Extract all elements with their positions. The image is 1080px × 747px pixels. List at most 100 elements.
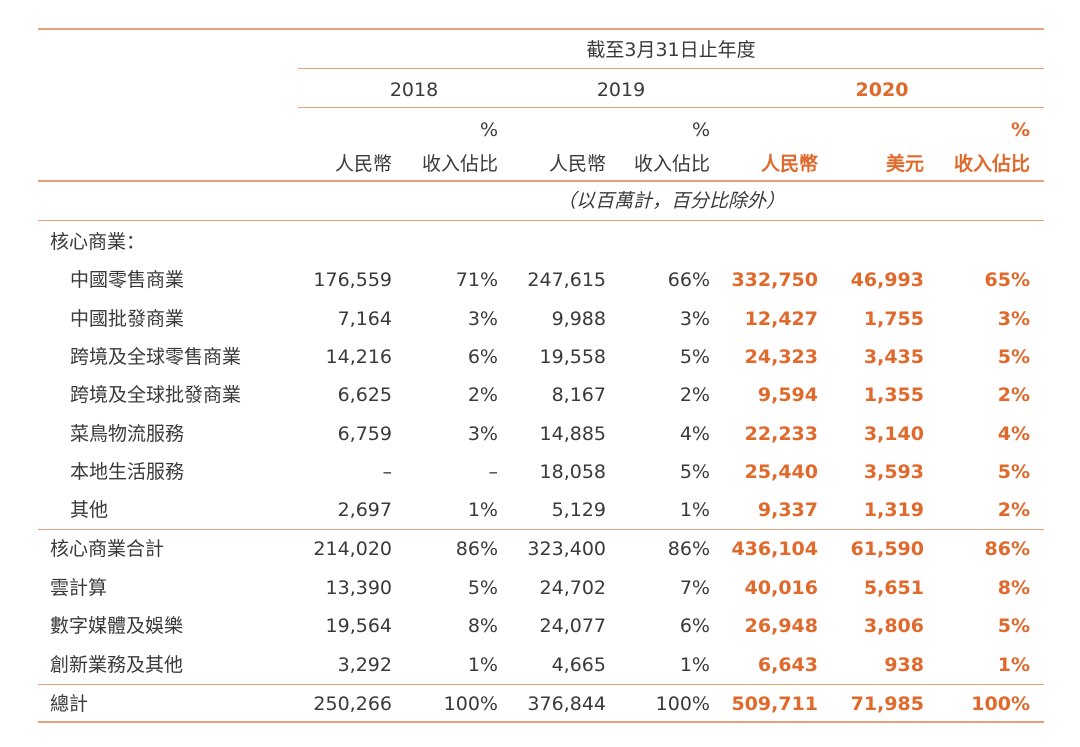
- cell-rmb-2020: 6,643: [757, 654, 818, 676]
- cell-usd-2020: 5,651: [863, 577, 924, 599]
- col-pct-2018: 收入佔比: [421, 153, 498, 175]
- cell-pct-2019: 1%: [679, 499, 710, 521]
- cell-pct-2019: 7%: [679, 577, 710, 599]
- cell-usd-2020: 3,806: [863, 615, 924, 637]
- rule-core-total: [38, 529, 1044, 530]
- col-pct-2020: 收入佔比: [953, 153, 1030, 175]
- cell-pct-2020: 2%: [997, 499, 1030, 521]
- cell-pct-2020: 2%: [997, 384, 1030, 406]
- row-label: 其他: [70, 499, 109, 521]
- row-label: 本地生活服務: [70, 461, 185, 483]
- cell-rmb-2018: –: [382, 461, 393, 483]
- year-2020: 2020: [855, 79, 909, 101]
- cell-rmb-2019: 9,988: [551, 308, 606, 330]
- cell-rmb-2019: 4,665: [551, 654, 606, 676]
- cell-usd-2020: 3,140: [863, 423, 924, 445]
- rule-top: [38, 28, 1044, 30]
- cell-pct-2018: 71%: [455, 269, 498, 291]
- cell-pct-2020: 4%: [997, 423, 1030, 445]
- cell-pct-2019: 2%: [679, 384, 710, 406]
- cell-usd-2020: 71,985: [850, 693, 924, 715]
- cell-pct-2020: 8%: [997, 577, 1030, 599]
- cell-pct-2019: 100%: [655, 693, 710, 715]
- cell-rmb-2020: 9,594: [757, 384, 818, 406]
- cell-pct-2019: 1%: [679, 654, 710, 676]
- cell-rmb-2018: 6,759: [337, 423, 392, 445]
- cell-usd-2020: 1,355: [863, 384, 924, 406]
- row-label: 總計: [50, 693, 89, 715]
- cell-rmb-2018: 19,564: [325, 615, 392, 637]
- cell-pct-2018: 3%: [467, 308, 498, 330]
- rule-grand-total: [38, 684, 1044, 685]
- cell-pct-2019: 3%: [679, 308, 710, 330]
- row-label: 核心商業合計: [50, 538, 165, 560]
- cell-rmb-2020: 9,337: [757, 499, 818, 521]
- cell-rmb-2019: 18,058: [539, 461, 606, 483]
- rule-bottom: [38, 721, 1044, 723]
- cell-pct-2018: 6%: [467, 346, 498, 368]
- cell-pct-2019: 66%: [667, 269, 710, 291]
- cell-rmb-2020: 24,323: [744, 346, 818, 368]
- row-label: 中國零售商業: [70, 269, 185, 291]
- year-2019: 2019: [596, 79, 646, 101]
- cell-pct-2020: 100%: [971, 693, 1030, 715]
- cell-rmb-2018: 3,292: [337, 654, 392, 676]
- row-label: 中國批發商業: [70, 308, 185, 330]
- cell-pct-2020: 5%: [997, 461, 1030, 483]
- cell-rmb-2018: 14,216: [325, 346, 392, 368]
- cell-rmb-2019: 24,077: [539, 615, 606, 637]
- cell-rmb-2019: 323,400: [527, 538, 606, 560]
- rule-header-bottom: [38, 180, 1044, 182]
- cell-pct-2020: 1%: [997, 654, 1030, 676]
- cell-pct-2019: 86%: [667, 538, 710, 560]
- cell-rmb-2019: 5,129: [551, 499, 606, 521]
- rule-unit: [38, 220, 1044, 221]
- cell-pct-2018: 100%: [443, 693, 498, 715]
- cell-rmb-2020: 436,104: [731, 538, 818, 560]
- cell-pct-2018: –: [488, 461, 499, 483]
- cell-rmb-2019: 8,167: [551, 384, 606, 406]
- col-rmb-2019: 人民幣: [548, 153, 606, 175]
- cell-rmb-2018: 13,390: [325, 577, 392, 599]
- cell-pct-2018: 8%: [467, 615, 498, 637]
- cell-rmb-2019: 14,885: [539, 423, 606, 445]
- cell-rmb-2019: 376,844: [527, 693, 606, 715]
- row-label: 雲計算: [50, 577, 108, 599]
- cell-pct-2019: 6%: [679, 615, 710, 637]
- rule-years: [298, 107, 1044, 108]
- cell-pct-2018: 5%: [467, 577, 498, 599]
- cell-rmb-2018: 250,266: [313, 693, 392, 715]
- pct-mark-2020: %: [1010, 119, 1030, 141]
- cell-pct-2020: 65%: [984, 269, 1030, 291]
- cell-pct-2020: 5%: [997, 346, 1030, 368]
- year-2018: 2018: [389, 79, 439, 101]
- cell-usd-2020: 61,590: [850, 538, 924, 560]
- cell-rmb-2019: 19,558: [539, 346, 606, 368]
- cell-rmb-2018: 7,164: [337, 308, 392, 330]
- cell-pct-2018: 1%: [467, 499, 498, 521]
- cell-pct-2020: 86%: [984, 538, 1030, 560]
- unit-note: （以百萬計，百分比除外）: [556, 190, 785, 212]
- row-label: 創新業務及其他: [50, 654, 184, 676]
- cell-pct-2019: 5%: [679, 346, 710, 368]
- cell-pct-2018: 1%: [467, 654, 498, 676]
- cell-pct-2019: 4%: [679, 423, 710, 445]
- cell-rmb-2019: 247,615: [527, 269, 606, 291]
- cell-rmb-2018: 6,625: [337, 384, 392, 406]
- cell-usd-2020: 46,993: [850, 269, 924, 291]
- cell-pct-2019: 5%: [679, 461, 710, 483]
- col-rmb-2020: 人民幣: [760, 153, 818, 175]
- col-usd-2020: 美元: [885, 153, 924, 175]
- pct-mark-2018: %: [479, 119, 498, 141]
- cell-rmb-2018: 2,697: [337, 499, 392, 521]
- section-core-commerce: 核心商業：: [50, 231, 146, 253]
- row-label: 跨境及全球批發商業: [70, 384, 242, 406]
- cell-rmb-2020: 25,440: [744, 461, 818, 483]
- cell-rmb-2018: 176,559: [313, 269, 392, 291]
- cell-pct-2020: 5%: [997, 615, 1030, 637]
- cell-rmb-2019: 24,702: [539, 577, 606, 599]
- cell-usd-2020: 938: [884, 654, 924, 676]
- cell-rmb-2018: 214,020: [313, 538, 392, 560]
- row-label: 菜鳥物流服務: [70, 423, 185, 445]
